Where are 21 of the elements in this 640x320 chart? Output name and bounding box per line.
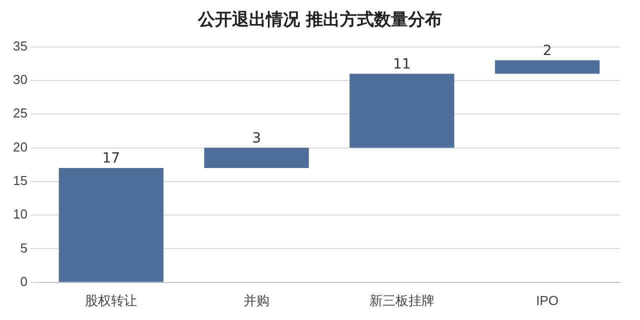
x-tick-label: 股权转让 <box>85 292 138 308</box>
y-tick-label: 0 <box>20 274 28 289</box>
bar <box>58 168 164 282</box>
data-label: 17 <box>102 150 120 167</box>
data-label: 11 <box>393 56 411 72</box>
y-tick-label: 20 <box>12 139 28 154</box>
chart-title: 公开退出情况 推出方式数量分布 <box>196 9 443 31</box>
data-label: 3 <box>252 130 261 146</box>
bar <box>204 148 309 168</box>
x-tick-label: 新三板挂牌 <box>369 292 434 308</box>
y-tick-label: 15 <box>12 173 28 188</box>
y-tick-label: 25 <box>12 106 28 121</box>
y-tick-label: 10 <box>12 206 28 222</box>
y-tick-label: 30 <box>12 72 28 88</box>
bar <box>350 74 454 148</box>
bar <box>494 60 600 74</box>
data-label: 2 <box>542 42 552 59</box>
y-tick-label: 5 <box>20 240 28 256</box>
y-tick-label: 35 <box>12 38 28 54</box>
x-tick-label: 并购 <box>244 292 270 308</box>
x-tick-label: IPO <box>536 292 559 308</box>
